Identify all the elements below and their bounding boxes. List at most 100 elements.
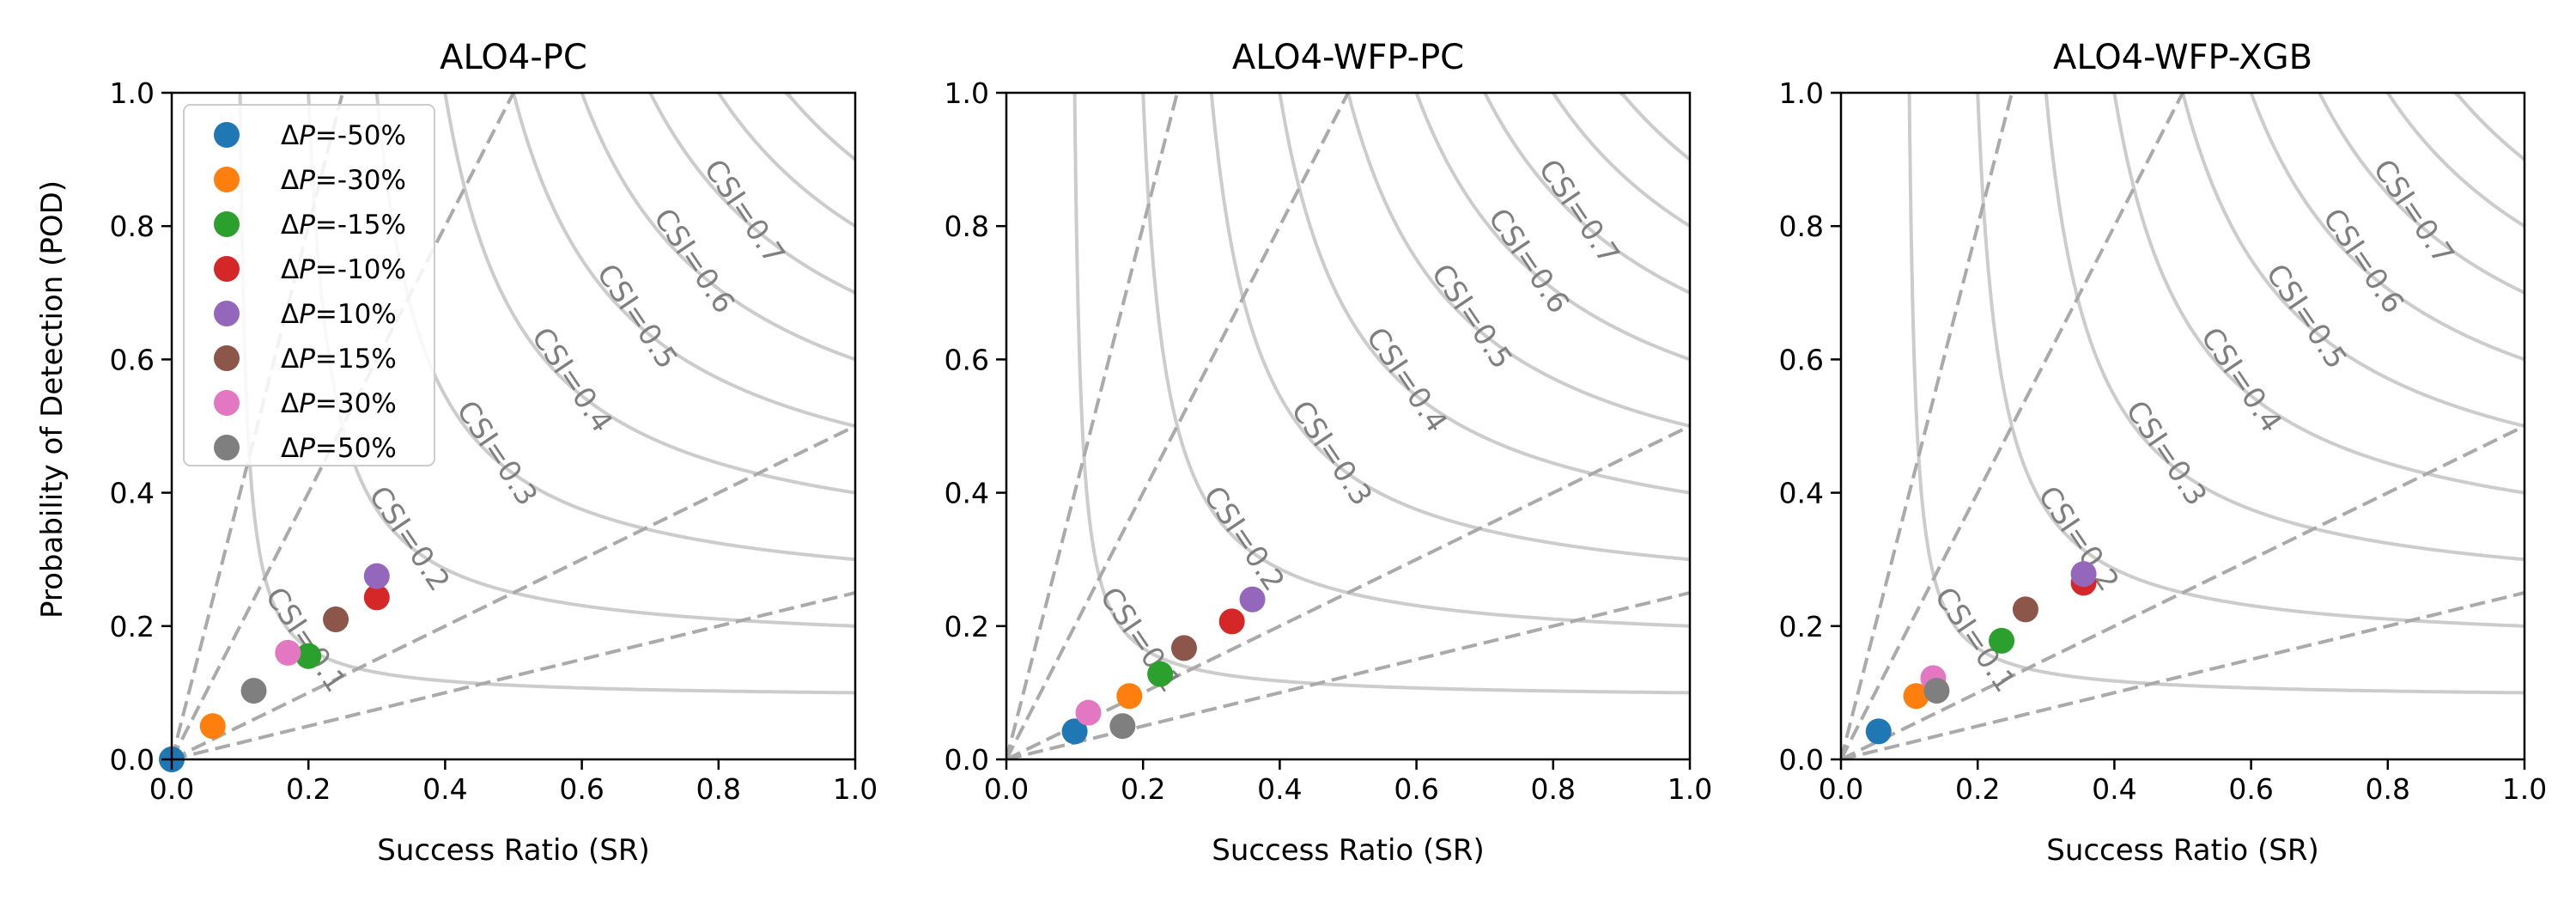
bias-dashed-line [172, 93, 515, 759]
legend-marker [214, 211, 240, 237]
csi-contour-line [2249, 93, 2524, 362]
axes-frame [1839, 91, 2526, 761]
csi-contour-line [1619, 93, 1690, 162]
y-tick-label: 0.4 [1779, 477, 1824, 510]
data-point [363, 584, 390, 611]
data-point [1061, 718, 1088, 745]
data-point [1989, 627, 2015, 654]
bias-dashed-line [1841, 591, 2524, 759]
axes-frame [170, 91, 857, 761]
csi-contour-line [2112, 93, 2524, 495]
x-tick-label: 0.6 [559, 772, 604, 806]
csi-contour-line [2181, 93, 2524, 428]
data-point [363, 563, 390, 589]
csi-contour-line [716, 93, 855, 228]
x-tick-label: 0.8 [2366, 772, 2410, 806]
legend-marker [214, 256, 240, 282]
y-tick-label: 0.4 [945, 477, 989, 510]
csi-contour-line [443, 93, 855, 495]
legend-label: ΔP=-15% [281, 210, 406, 241]
legend-label: ΔP=15% [281, 344, 397, 375]
x-tick-label: 0.4 [422, 772, 467, 806]
x-axis-label: Success Ratio (SR) [377, 833, 650, 868]
x-tick-label: 0.4 [2092, 772, 2136, 806]
x-tick-label: 0.8 [1531, 772, 1576, 806]
data-point [1903, 683, 1929, 710]
data-point [2012, 596, 2038, 623]
csi-contour-line [238, 93, 855, 695]
data-point [1218, 608, 1245, 635]
x-tick-label: 0.0 [1819, 772, 1863, 806]
x-tick-label: 0.6 [2228, 772, 2273, 806]
legend-marker [214, 345, 240, 371]
bias-dashed-line [172, 424, 855, 759]
csi-contour-line [1483, 93, 1690, 295]
x-tick-label: 1.0 [833, 772, 878, 806]
data-point [1109, 713, 1136, 740]
bias-dashed-line [1841, 93, 2014, 759]
y-tick-label: 0.6 [110, 343, 155, 376]
csi-contour-line [2044, 93, 2524, 562]
y-tick-label: 1.0 [110, 76, 155, 110]
data-point [1075, 699, 1102, 726]
legend-marker [214, 167, 240, 192]
x-tick-label: 0.8 [696, 772, 741, 806]
legend-label: ΔP=-30% [281, 165, 406, 196]
y-tick-label: 0.8 [1779, 210, 1824, 243]
csi-contour-line [1551, 93, 1690, 228]
csi-contour-line [1907, 93, 2524, 695]
y-tick-label: 0.0 [1779, 743, 1824, 777]
csi-contour-line [785, 93, 855, 162]
csi-contour-line [648, 93, 855, 295]
csi-contour-line [1072, 93, 1690, 695]
axes-frame [1005, 91, 1692, 761]
x-tick-label: 0.0 [984, 772, 1029, 806]
x-tick-label: 0.0 [149, 772, 194, 806]
csi-contour-line [1278, 93, 1690, 495]
x-tick-label: 0.2 [286, 772, 331, 806]
data-point [295, 643, 322, 669]
shared-y-axis-label: Probability of Detection (POD) [35, 180, 70, 619]
x-tick-label: 0.2 [1955, 772, 2000, 806]
legend-label: ΔP=-10% [281, 254, 406, 285]
csi-contour-line [1209, 93, 1690, 562]
legend: ΔP=-50% ΔP=-30% ΔP=-15% ΔP=-10% ΔP=10% ΔP=15%… [183, 104, 435, 466]
data-point [1147, 661, 1174, 687]
chart-title: ALO4-WFP-XGB [2053, 38, 2312, 77]
y-tick-label: 0.8 [110, 210, 155, 243]
bias-dashed-line [1841, 93, 2184, 759]
y-tick-label: 0.2 [945, 610, 989, 643]
y-tick-label: 1.0 [1779, 76, 1824, 110]
chart-title: ALO4-WFP-PC [1232, 38, 1464, 77]
y-tick-label: 0.6 [1779, 343, 1824, 376]
bias-dashed-line [172, 591, 855, 759]
csi-contour-line [1414, 93, 1690, 362]
y-tick-label: 0.2 [110, 610, 155, 643]
x-tick-label: 1.0 [2502, 772, 2547, 806]
legend-marker [214, 301, 240, 326]
y-tick-label: 0.4 [110, 477, 155, 510]
data-point [2070, 561, 2097, 588]
x-tick-label: 1.0 [1668, 772, 1712, 806]
legend-label: ΔP=-50% [281, 120, 406, 151]
data-point [1239, 586, 1266, 613]
csi-contour-line [580, 93, 855, 362]
legend-marker [214, 390, 240, 416]
data-point [199, 713, 226, 740]
chart-title: ALO4-PC [440, 38, 587, 77]
legend-marker [214, 435, 240, 460]
data-point [1116, 683, 1143, 710]
bias-dashed-line [1006, 93, 1179, 759]
csi-contour-line [2454, 93, 2524, 162]
legend-box [183, 104, 435, 466]
legend-label: ΔP=30% [281, 388, 397, 419]
x-tick-label: 0.4 [1257, 772, 1302, 806]
legend-label: ΔP=10% [281, 299, 397, 330]
y-tick-label: 0.2 [1779, 610, 1824, 643]
data-point [1170, 635, 1197, 661]
legend-marker [214, 122, 240, 148]
csi-contour-line [2385, 93, 2524, 228]
data-point [323, 606, 349, 633]
csi-contour-line [512, 93, 855, 428]
